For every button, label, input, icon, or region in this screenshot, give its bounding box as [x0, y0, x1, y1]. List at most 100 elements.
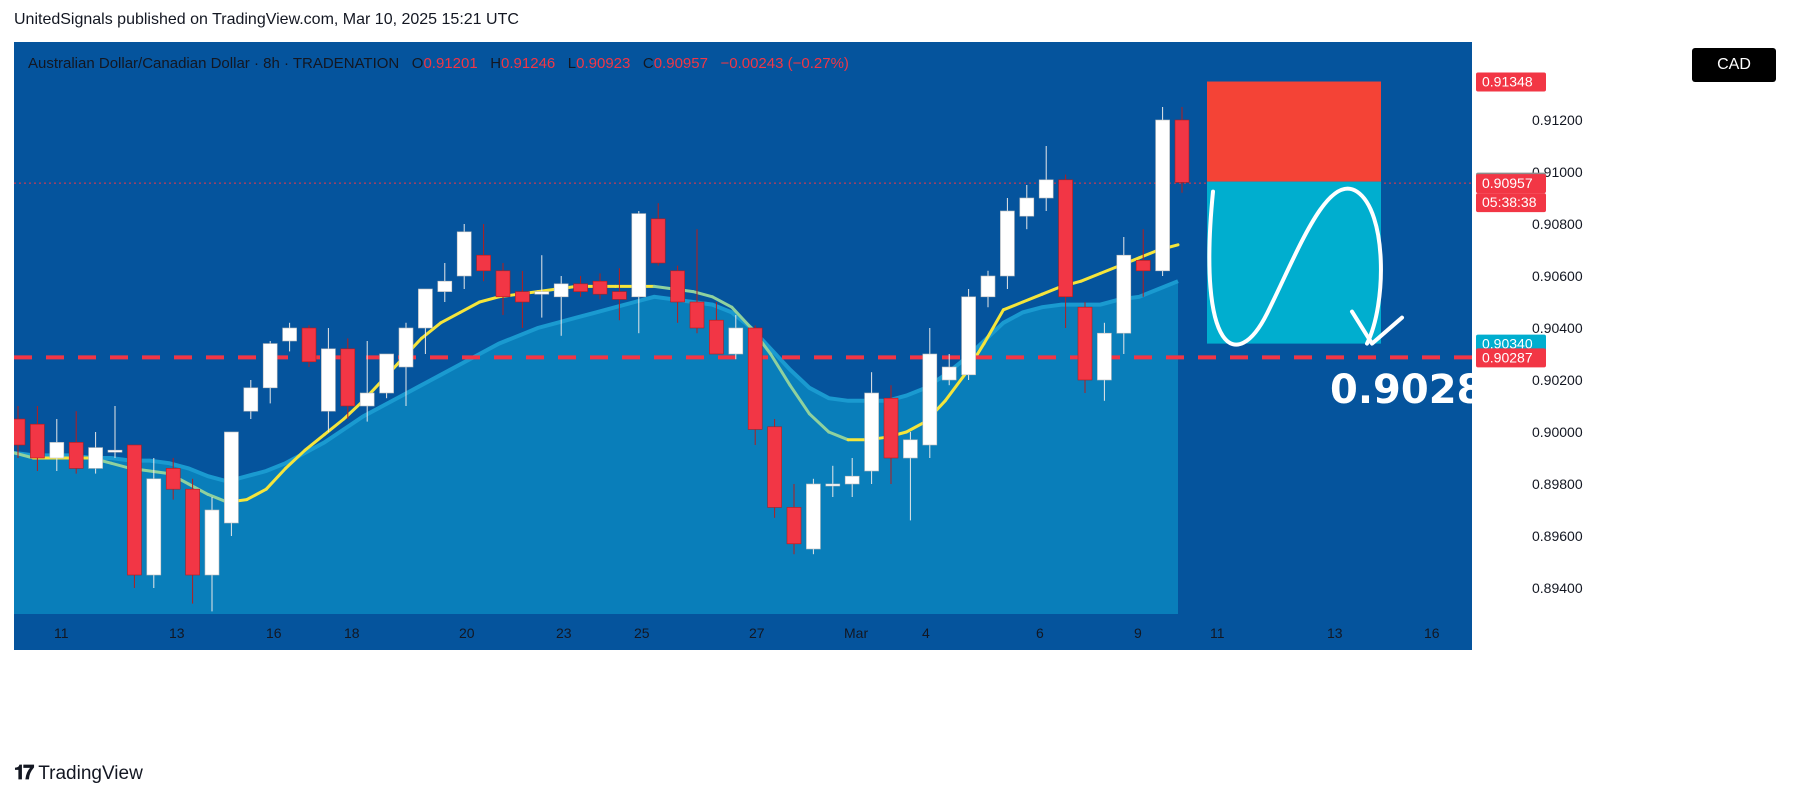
- candle-body: [767, 426, 782, 508]
- candle-body: [1058, 179, 1073, 298]
- ma-fast-segment: [788, 383, 811, 416]
- candle-body: [883, 397, 899, 459]
- y-tick-label: 0.90200: [1532, 372, 1583, 388]
- candle-body: [864, 392, 879, 472]
- x-tick-label: 6: [1036, 625, 1044, 641]
- candle-body: [612, 291, 627, 300]
- chart-frame[interactable]: 0.9028 0.91200 0.91000 0.90800 0.90600 0.9040…: [14, 42, 1779, 744]
- candle-body: [825, 483, 841, 487]
- open-label: O: [411, 55, 424, 72]
- ma-fast-segment: [1021, 292, 1044, 304]
- low-value: 0.90923: [576, 55, 631, 72]
- price-axis-badge: [1476, 348, 1546, 368]
- candle-body: [359, 392, 375, 407]
- candle-body: [14, 418, 26, 446]
- candle-body: [321, 348, 336, 412]
- candle-body: [1038, 179, 1054, 199]
- candle-body: [476, 254, 491, 272]
- ma-fast-segment: [730, 305, 753, 330]
- candle-body: [689, 301, 705, 329]
- candle-body: [127, 444, 142, 576]
- y-tick-label: 0.91200: [1532, 112, 1583, 128]
- ma-fast-segment: [691, 290, 714, 299]
- candle-body: [243, 387, 259, 412]
- candle-body: [301, 327, 317, 363]
- ma-fast-segment: [439, 310, 462, 325]
- price-axis-label: 0.90287: [1482, 349, 1533, 365]
- candle-body: [30, 423, 45, 459]
- chart-legend: Australian Dollar/Canadian Dollar · 8h ·…: [28, 55, 849, 72]
- ma-area-fill: [14, 281, 1178, 614]
- price-chart[interactable]: 0.90280.912000.910000.908000.906000.9040…: [14, 42, 1779, 744]
- candle-body: [747, 327, 763, 430]
- symbol-info: Australian Dollar/Canadian Dollar · 8h ·…: [28, 55, 400, 72]
- candle-body: [49, 442, 65, 459]
- ma-fast-segment: [1001, 300, 1025, 312]
- x-tick-label: 13: [169, 625, 185, 641]
- countdown-label: 05:38:38: [1482, 194, 1537, 210]
- candle-body: [961, 296, 976, 376]
- price-axis-label: 0.91348: [1482, 74, 1533, 90]
- candle-body: [165, 468, 181, 490]
- x-tick-label: 16: [1424, 625, 1440, 641]
- ma-fast-segment: [264, 466, 288, 491]
- x-tick-label: 11: [1210, 625, 1225, 641]
- x-tick-label: Mar: [844, 625, 868, 641]
- footer-brand[interactable]: 𝟏𝟕 TradingView: [14, 762, 143, 785]
- low-label: L: [567, 55, 577, 72]
- x-tick-label: 23: [556, 625, 572, 641]
- ma-fast-segment: [303, 433, 326, 452]
- ma-fast-segment: [710, 295, 734, 309]
- x-tick-label: 27: [749, 625, 765, 641]
- ma-fast-segment: [807, 412, 831, 434]
- stop-loss-zone: [1207, 81, 1381, 182]
- candle-body: [1019, 197, 1035, 217]
- candle-body: [1097, 332, 1112, 381]
- candle-body: [515, 291, 530, 303]
- ma-fast-segment: [322, 417, 346, 437]
- bottom-margin: [14, 650, 1779, 744]
- tradingview-logo-icon: 𝟏𝟕: [14, 762, 34, 784]
- candle-body: [146, 478, 162, 576]
- high-value: 0.91246: [501, 55, 556, 72]
- candle-body: [573, 283, 588, 292]
- y-tick-label: 0.90000: [1532, 424, 1583, 440]
- ma-fast-segment: [827, 430, 850, 442]
- candle-body: [922, 353, 938, 446]
- drawn-curve: [1207, 186, 1383, 347]
- price-scale-bg: [1472, 42, 1779, 744]
- candle-body: [418, 288, 433, 329]
- candle-body: [534, 291, 550, 295]
- ma-fast-segment: [478, 295, 501, 304]
- time-axis-bg: [14, 614, 1472, 650]
- change-value: −0.00243 (−0.27%): [720, 55, 849, 72]
- candle-body: [437, 280, 453, 292]
- y-tick-label: 0.90400: [1532, 320, 1583, 336]
- candle-body: [456, 231, 472, 277]
- footer-brand-label: TradingView: [38, 762, 143, 784]
- candle-body: [553, 283, 569, 298]
- candle-body: [1155, 119, 1170, 272]
- candle-body: [68, 442, 84, 469]
- target-annotation: 0.9028: [1330, 367, 1484, 413]
- candle-body: [262, 343, 278, 389]
- x-tick-label: 11: [54, 625, 69, 641]
- candle-body: [1077, 306, 1093, 381]
- candle-body: [282, 327, 297, 342]
- candle-body: [185, 488, 200, 576]
- take-profit-zone: [1207, 181, 1381, 344]
- candle-body: [88, 447, 103, 469]
- ma-fast-segment: [419, 321, 443, 340]
- candle-body: [1174, 119, 1190, 183]
- candle-body: [941, 366, 957, 381]
- ma-fast-segment: [943, 373, 967, 403]
- x-tick-label: 25: [634, 625, 650, 641]
- x-tick-label: 20: [459, 625, 475, 641]
- ma-fast-segment: [982, 308, 1005, 346]
- high-label: H: [490, 55, 502, 72]
- candle-body: [806, 483, 821, 550]
- candle-body: [1000, 210, 1015, 277]
- x-tick-label: 9: [1134, 625, 1142, 641]
- currency-button[interactable]: CAD: [1692, 48, 1776, 82]
- open-value: 0.91201: [423, 55, 478, 72]
